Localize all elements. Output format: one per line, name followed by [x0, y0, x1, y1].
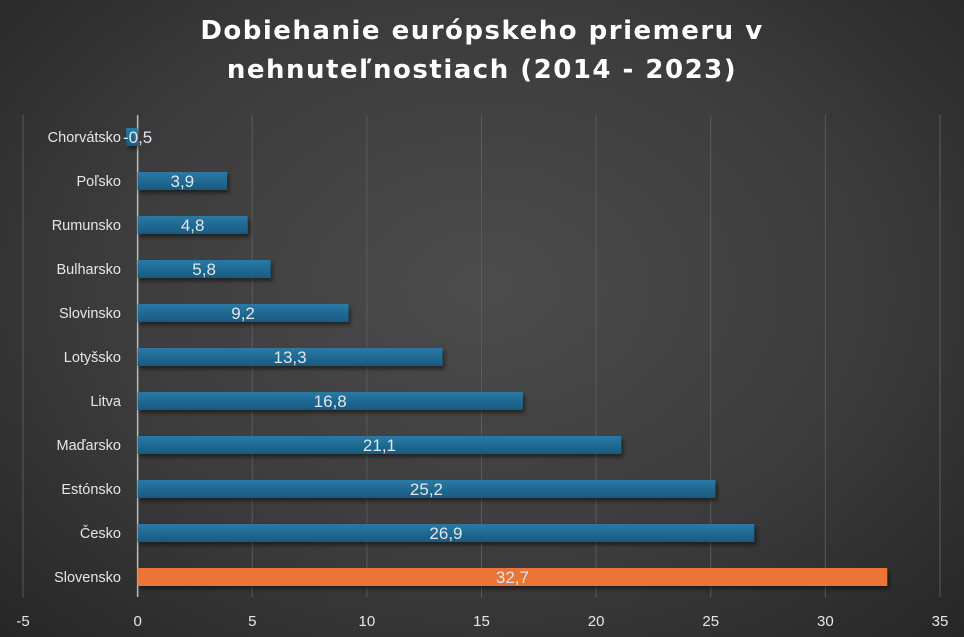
category-label: Poľsko [76, 174, 121, 190]
data-label: 32,7 [496, 568, 529, 587]
bar-slovinsko [137, 304, 349, 322]
category-label: Rumunsko [52, 218, 121, 234]
data-label: 16,8 [314, 392, 347, 411]
bar-poľsko [137, 172, 228, 190]
bar-lotyšsko [137, 348, 443, 366]
category-label: Slovinsko [59, 306, 121, 322]
category-label: Chorvátsko [48, 130, 121, 146]
data-label: 3,9 [171, 172, 195, 191]
chart-title-line-2: nehnuteľnostiach (2014 - 2023) [226, 55, 738, 85]
bar-slovensko [137, 568, 888, 586]
data-label: 13,3 [274, 348, 307, 367]
category-label: Bulharsko [57, 262, 121, 278]
bar-bulharsko [137, 260, 271, 278]
x-tick-label: 25 [702, 613, 719, 630]
bar-litva [137, 392, 523, 410]
category-label: Slovensko [54, 570, 121, 586]
bar-estónsko [137, 480, 716, 498]
data-label: 9,2 [231, 304, 255, 323]
category-label: Maďarsko [56, 438, 121, 454]
data-label: 21,1 [363, 436, 396, 455]
category-label: Estónsko [61, 482, 121, 498]
x-tick-label: 30 [817, 613, 834, 630]
x-tick-label: -5 [16, 613, 29, 630]
category-label: Lotyšsko [64, 350, 121, 366]
chart-title: Dobiehanie európskeho priemeru v nehnute… [0, 12, 964, 90]
data-label: 25,2 [410, 480, 443, 499]
category-label: Litva [90, 394, 122, 410]
data-label: 26,9 [429, 524, 462, 543]
category-label: Česko [80, 525, 121, 542]
data-label: -0,5 [123, 128, 152, 147]
bar-česko [137, 524, 755, 542]
x-tick-label: 10 [359, 613, 376, 630]
x-tick-label: 5 [248, 613, 256, 630]
bar-rumunsko [137, 216, 248, 234]
chart-title-line-1: Dobiehanie európskeho priemeru v [200, 16, 764, 46]
x-tick-label: 20 [588, 613, 605, 630]
x-tick-label: 0 [133, 613, 141, 630]
bar-maďarsko [137, 436, 622, 454]
x-tick-label: 35 [932, 613, 949, 630]
data-label: 5,8 [192, 260, 216, 279]
x-tick-label: 15 [473, 613, 490, 630]
bar-chorvátsko [126, 128, 138, 146]
data-label: 4,8 [181, 216, 205, 235]
